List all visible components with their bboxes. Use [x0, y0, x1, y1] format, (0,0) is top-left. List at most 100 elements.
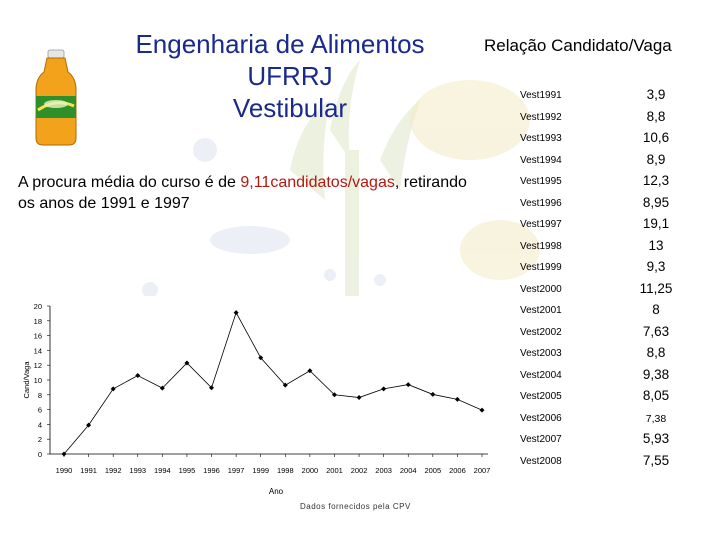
data-point [405, 382, 411, 388]
table-row: Vest1995 12,3 [520, 172, 720, 194]
data-point [233, 310, 239, 316]
row-year-label: Vest1995 [520, 176, 562, 187]
table-row: Vest2001 8 [520, 301, 720, 323]
row-year-label: Vest2002 [520, 326, 562, 338]
row-ratio-value: 19,1 [642, 216, 670, 231]
table-row: Vest1997 19,1 [520, 215, 720, 237]
title-block: Engenharia de Alimentos UFRRJ Vestibular [100, 28, 460, 124]
data-point [159, 385, 165, 391]
row-ratio-value: 3,9 [646, 87, 666, 102]
row-ratio-value: 7,55 [642, 452, 670, 468]
table-row: Vest2006 7,38 [520, 409, 720, 431]
data-point [86, 422, 92, 428]
row-ratio-value: 8,95 [642, 194, 670, 210]
table-row: Vest1994 8,9 [520, 151, 720, 173]
description-after: , retirando os anos de 1991 e 1997 [18, 174, 467, 212]
table-row: Vest1991 3,9 [520, 86, 720, 108]
table-row: Vest2000 11,25 [520, 280, 720, 302]
row-ratio-value: 8,8 [646, 108, 666, 124]
x-tick-label: 1998 [277, 466, 294, 475]
row-ratio-value: 10,6 [642, 130, 670, 145]
y-tick-label: 18 [34, 317, 42, 326]
y-tick-label: 20 [34, 302, 42, 311]
y-tick-label: 4 [38, 420, 42, 429]
description-highlight: 9,11candidatos/vagas [240, 174, 395, 191]
row-ratio-value: 8 [652, 302, 660, 317]
data-point [331, 392, 337, 398]
row-year-label: Vest2003 [520, 348, 562, 359]
x-tick-label: 2007 [474, 466, 491, 475]
x-tick-label: 1992 [105, 466, 122, 475]
data-source-footer: Dados fornecidos pela CPV [300, 502, 411, 511]
x-tick-label: 2003 [375, 466, 392, 475]
data-point [61, 451, 67, 457]
series-line [63, 311, 483, 455]
page-subtitle-exam: Vestibular [232, 93, 348, 123]
description-text: A procura média do curso é de 9,11candid… [18, 172, 488, 214]
row-year-label: Vest2005 [520, 391, 562, 402]
x-tick-label: 1999 [252, 466, 269, 475]
row-year-label: Vest2008 [520, 455, 562, 467]
x-tick-label: 1994 [154, 466, 171, 475]
row-year-label: Vest1993 [520, 133, 562, 144]
table-row: Vest2002 7,63 [520, 323, 720, 345]
row-ratio-value: 7,63 [642, 323, 670, 339]
x-tick-label: 1993 [129, 466, 146, 475]
row-ratio-value: 12,3 [642, 173, 670, 188]
data-point [135, 373, 141, 379]
y-tick-label: 6 [38, 406, 42, 415]
y-tick-label: 10 [34, 376, 42, 385]
table-row: Vest2005 8,05 [520, 387, 720, 409]
table-row: Vest1992 8,8 [520, 108, 720, 130]
line-chart-svg: 0 2 4 6 8 10 12 14 16 18 20 1990 1991 1992 1993 1994 199… [22, 302, 491, 496]
row-year-label: Vest1992 [520, 111, 562, 123]
x-tick-label: 1997 [228, 466, 245, 475]
data-point [381, 386, 387, 392]
row-ratio-value: 8,8 [646, 345, 666, 360]
row-year-label: Vest2007 [520, 434, 562, 445]
x-tick-label: 2005 [424, 466, 441, 475]
ratio-table: Vest1991 3,9 Vest1992 8,8 Vest1993 10,6 Vest19… [520, 86, 720, 473]
y-tick-label: 12 [34, 361, 42, 370]
row-ratio-value: 7,38 [645, 412, 667, 425]
table-row: Vest1996 8,95 [520, 194, 720, 216]
table-row: Vest1999 9,3 [520, 258, 720, 280]
data-point [282, 382, 288, 388]
table-row: Vest1998 13 [520, 237, 720, 259]
x-tick-label: 1996 [203, 466, 220, 475]
table-title: Relação Candidato/Vaga [484, 36, 672, 55]
y-tick-label: 14 [34, 346, 42, 355]
row-year-label: Vest2004 [520, 369, 562, 381]
row-year-label: Vest1994 [520, 154, 562, 166]
table-row: Vest1993 10,6 [520, 129, 720, 151]
y-axis-title: Cand/Vaga [22, 361, 31, 399]
y-tick-label: 8 [38, 391, 42, 400]
y-tick-label: 0 [38, 450, 42, 459]
data-point [184, 360, 190, 366]
row-year-label: Vest2001 [520, 305, 562, 316]
x-tick-label: 1991 [80, 466, 97, 475]
description-before: A procura média do curso é de [18, 174, 241, 191]
data-point [356, 395, 362, 401]
row-ratio-value: 8,05 [642, 388, 670, 403]
row-year-label: Vest1998 [520, 240, 562, 252]
row-year-label: Vest1996 [520, 197, 562, 209]
x-tick-label: 1995 [179, 466, 196, 475]
row-year-label: Vest1999 [520, 262, 562, 273]
data-point [454, 396, 460, 402]
y-tick-label: 2 [38, 435, 42, 444]
line-chart: 0 2 4 6 8 10 12 14 16 18 20 1990 1991 1992 1993 1994 199… [18, 296, 500, 526]
x-tick-label: 2000 [302, 466, 319, 475]
x-tick-label: 2004 [400, 466, 417, 475]
juice-bottle-image [35, 49, 77, 146]
table-row: Vest2008 7,55 [520, 452, 720, 474]
row-ratio-value: 9,38 [642, 366, 670, 382]
row-ratio-value: 11,25 [639, 280, 673, 296]
table-row: Vest2004 9,38 [520, 366, 720, 388]
data-point [209, 385, 215, 391]
x-tick-label: 2006 [449, 466, 466, 475]
table-row: Vest2007 5,93 [520, 430, 720, 452]
row-ratio-value: 5,93 [642, 431, 670, 446]
row-year-label: Vest2000 [520, 283, 562, 295]
